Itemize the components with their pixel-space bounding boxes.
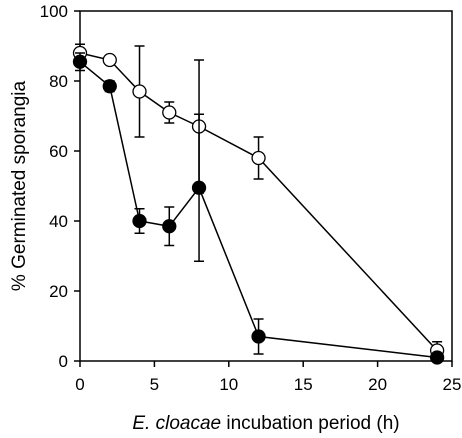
x-tick-label: 15 xyxy=(294,375,313,394)
data-point xyxy=(102,52,117,68)
y-tick-label: 40 xyxy=(49,212,68,231)
x-axis-title-italic: E. cloacae xyxy=(132,413,221,434)
data-point xyxy=(191,180,207,195)
data-point xyxy=(251,150,266,166)
data-point xyxy=(162,219,177,234)
series-line xyxy=(79,52,438,352)
data-point xyxy=(102,79,117,94)
data-point xyxy=(132,213,147,229)
axis-ticks: 0 5 10 15 20 25 0 20 40 60 80 100 xyxy=(40,2,462,394)
data-point xyxy=(72,54,88,69)
x-tick-label: 10 xyxy=(219,375,238,394)
x-tick-label: 20 xyxy=(368,375,387,394)
data-point xyxy=(162,105,177,120)
x-tick-label: 5 xyxy=(150,375,159,394)
plot-frame xyxy=(79,10,453,362)
y-axis-title: % Germinated sporangia xyxy=(9,80,30,291)
x-axis-title: E. cloacae incubation period (h) xyxy=(132,413,399,434)
y-tick-label: 0 xyxy=(59,352,68,371)
data-point xyxy=(251,329,266,344)
y-tick-label: 100 xyxy=(40,2,68,21)
x-axis-title-rest: incubation period (h) xyxy=(221,413,400,434)
data-point xyxy=(132,84,147,99)
series-0 xyxy=(72,43,445,360)
data-point xyxy=(429,350,445,365)
series-line xyxy=(79,61,438,359)
plot-area-border xyxy=(79,10,453,362)
y-tick-label: 80 xyxy=(49,72,68,91)
y-tick-label: 20 xyxy=(49,282,68,301)
y-tick-label: 60 xyxy=(49,142,68,161)
x-tick-label: 25 xyxy=(443,375,462,394)
x-tick-label: 0 xyxy=(75,375,84,394)
series-layer xyxy=(72,43,445,365)
series-1 xyxy=(72,52,445,365)
